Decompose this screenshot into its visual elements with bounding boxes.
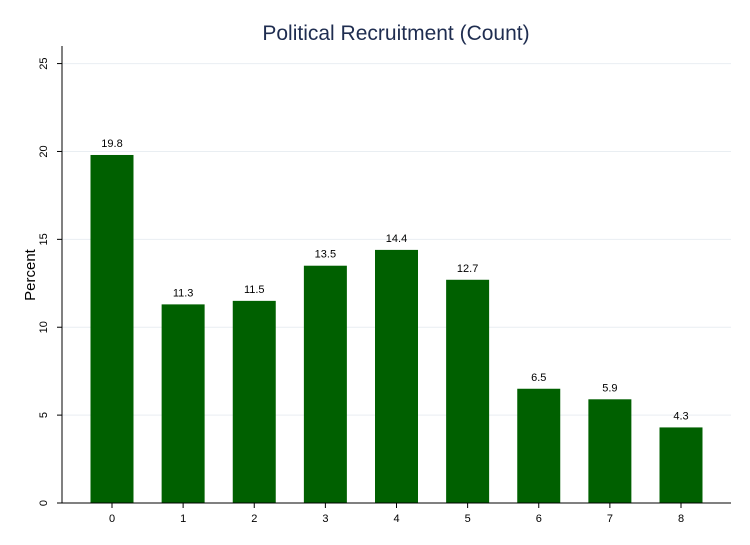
y-axis-label: Percent (22, 248, 39, 301)
y-tick-label: 10 (38, 321, 50, 333)
bar (303, 265, 347, 503)
bar (90, 154, 134, 503)
bar (588, 399, 632, 503)
x-tick-label: 3 (322, 513, 328, 525)
bar-value-label: 4.3 (673, 410, 688, 422)
tick-labels: 0 5 10 15 20 25 0 1 2 3 4 5 6 7 8 (38, 57, 684, 525)
bar (232, 300, 276, 503)
x-tick-label: 2 (251, 513, 257, 525)
chart-title: Political Recruitment (Count) (262, 22, 529, 45)
bar-value-label: 12.7 (457, 263, 478, 275)
y-tick-label: 0 (38, 500, 50, 506)
bars: 19.8 11.3 11.5 13.5 14.4 12.7 6.5 5.9 4.3 (90, 138, 703, 503)
x-tick-label: 7 (607, 513, 613, 525)
y-tick-label: 20 (38, 145, 50, 157)
x-tick-label: 6 (536, 513, 542, 525)
x-tick-label: 8 (678, 513, 684, 525)
x-tick-label: 4 (393, 513, 399, 525)
bar (375, 249, 418, 503)
bar (517, 388, 561, 503)
bar-value-label: 11.5 (244, 284, 265, 296)
bar (446, 279, 490, 503)
x-tick-label: 0 (109, 513, 115, 525)
y-tick-label: 25 (38, 57, 50, 69)
x-tick-label: 5 (465, 513, 471, 525)
bar (659, 427, 703, 503)
bar-value-label: 5.9 (602, 382, 617, 394)
bar (161, 304, 205, 503)
y-tick-label: 5 (38, 412, 50, 418)
bar-value-label: 11.3 (173, 287, 194, 299)
bar-value-label: 14.4 (386, 233, 407, 245)
bar-value-label: 6.5 (531, 372, 546, 384)
x-tick-label: 1 (180, 513, 186, 525)
y-tick-label: 15 (38, 233, 50, 245)
bar-value-label: 13.5 (315, 249, 336, 261)
bar-value-label: 19.8 (101, 138, 122, 150)
